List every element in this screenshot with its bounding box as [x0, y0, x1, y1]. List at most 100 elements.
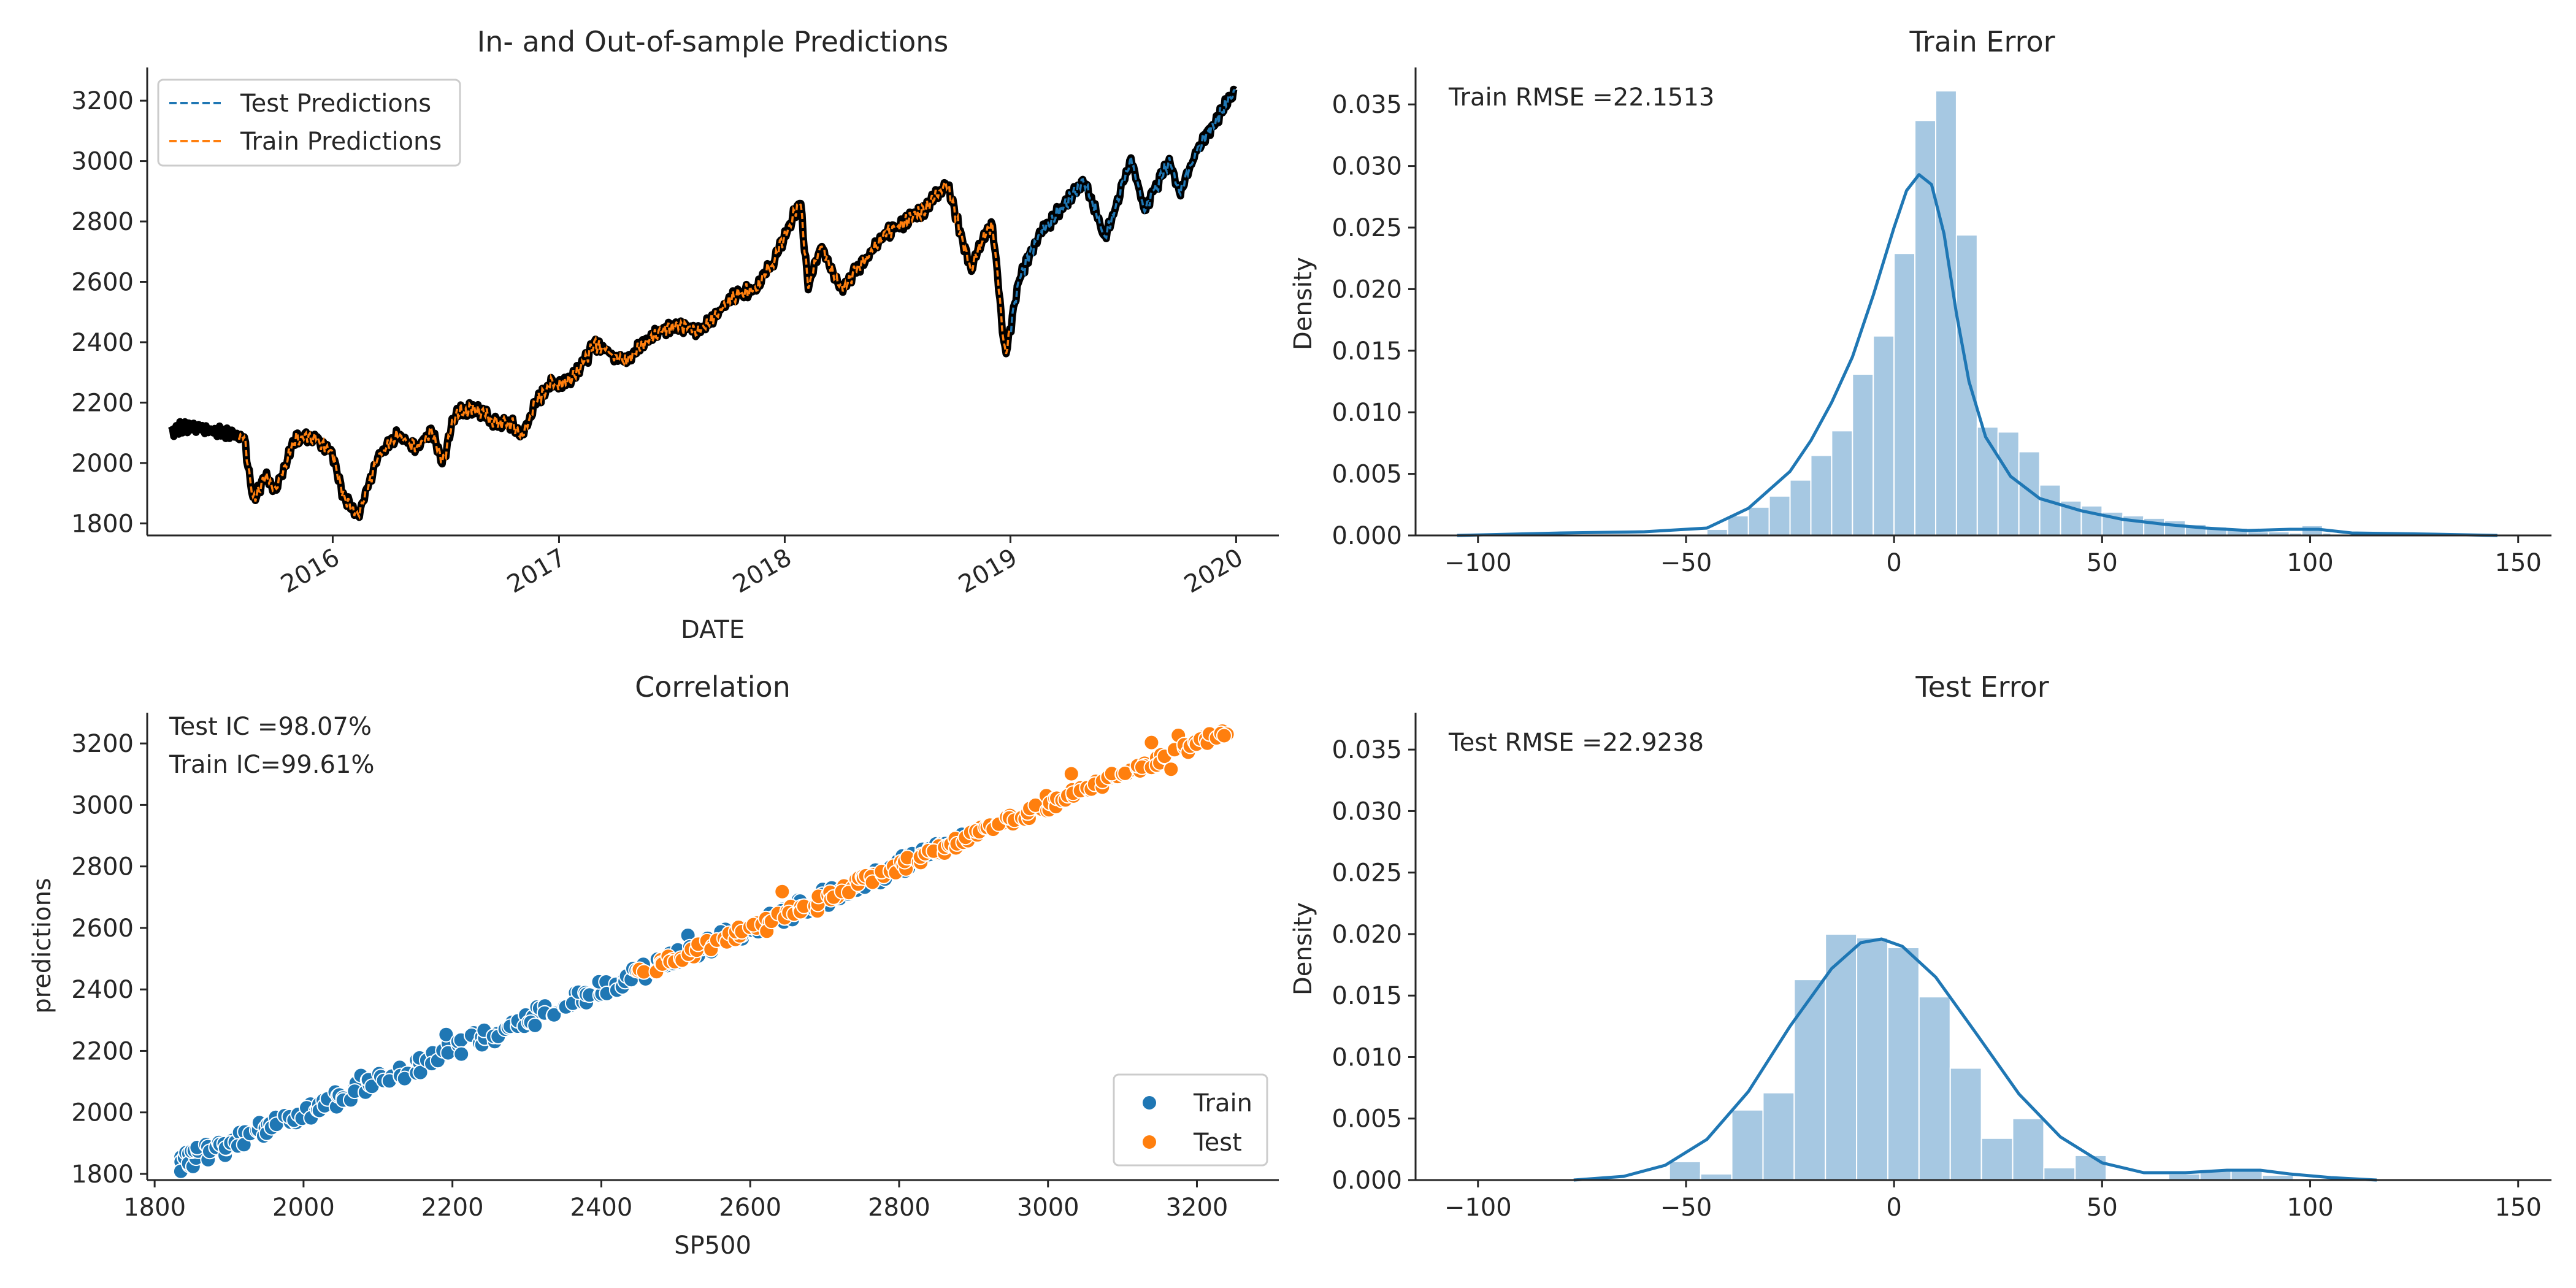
- histogram-bar: [2012, 1117, 2045, 1181]
- x-tick-label: 1800: [123, 1194, 186, 1222]
- x-tick-label: 50: [2087, 1194, 2118, 1222]
- y-tick-label: 3000: [71, 791, 134, 819]
- legend-marker-train: [1143, 1096, 1156, 1110]
- y-tick-label: 2600: [71, 269, 134, 297]
- chart-title: Train Error: [1909, 25, 2055, 58]
- histogram-bar: [1955, 234, 1978, 536]
- x-tick-label: 2800: [868, 1194, 930, 1222]
- chart-title: Test Error: [1915, 670, 2049, 703]
- legend-label-train: Train: [1193, 1089, 1252, 1117]
- scatter-point-train: [453, 1046, 470, 1062]
- x-tick-label: 150: [2495, 1194, 2542, 1222]
- legend: Test Predictions Train Predictions: [157, 79, 461, 167]
- y-tick-label: 0.015: [1332, 982, 1402, 1010]
- chart-title: In- and Out-of-sample Predictions: [477, 25, 949, 58]
- test-ic-annotation: Test IC =98.07%: [169, 713, 372, 741]
- legend-frame: [1113, 1073, 1268, 1167]
- x-tick-label: −100: [1444, 549, 1512, 577]
- legend-marker-test: [1143, 1135, 1156, 1149]
- y-tick-label: 0.015: [1332, 337, 1402, 366]
- histogram-bar: [1852, 373, 1874, 536]
- scatter-point-train: [527, 1017, 543, 1033]
- axes: 1800 2000 2200 2400 2600 2800 3000 3200 1800 2000…: [71, 713, 1279, 1222]
- x-tick-label: 2400: [570, 1194, 633, 1222]
- x-tick-label: 0: [1886, 549, 1901, 577]
- x-tick-label: 2017: [502, 543, 570, 599]
- histogram-bar: [1747, 506, 1770, 536]
- y-tick-label: 0.000: [1332, 522, 1402, 550]
- histogram-bar: [1810, 454, 1833, 536]
- histogram-bar: [2168, 1173, 2201, 1181]
- x-tick-label: 2000: [272, 1194, 335, 1222]
- y-tick-label: 0.035: [1332, 91, 1402, 119]
- x-tick-label: 2200: [421, 1194, 484, 1222]
- histogram-bar: [1825, 933, 1858, 1181]
- y-tick-label: 2800: [71, 853, 134, 881]
- x-tick-label: 2600: [719, 1194, 781, 1222]
- y-axis-label: predictions: [28, 878, 56, 1014]
- histogram-bar: [1768, 495, 1791, 537]
- axes: 0.000 0.005 0.010 0.015 0.020 0.025 0.030 0.035…: [1332, 67, 2551, 577]
- y-tick-label: 0.010: [1332, 399, 1402, 427]
- x-tick-label: 2019: [954, 543, 1022, 599]
- histogram-bar: [1727, 515, 1749, 536]
- histogram-bar: [1789, 479, 1812, 536]
- legend-label-train: Train Predictions: [240, 128, 442, 156]
- histogram-bar: [1668, 1160, 1701, 1181]
- x-axis-label: SP500: [674, 1232, 751, 1260]
- y-tick-label: 3000: [71, 148, 134, 176]
- x-tick-label: 2016: [276, 543, 344, 599]
- x-axis-label: DATE: [681, 616, 745, 644]
- scatter-point-train: [412, 1064, 429, 1081]
- y-tick-label: 0.025: [1332, 214, 1402, 242]
- y-axis-label: Density: [1289, 902, 1317, 995]
- y-tick-label: 2200: [71, 1037, 134, 1065]
- axes: 0.000 0.005 0.010 0.015 0.020 0.025 0.030 0.035…: [1332, 713, 2551, 1222]
- histogram-bar: [1831, 430, 1853, 536]
- y-tick-label: 2800: [71, 208, 134, 236]
- x-tick-label: −50: [1660, 1194, 1712, 1222]
- y-tick-label: 1800: [71, 1160, 134, 1189]
- legend-label-test: Test: [1193, 1129, 1242, 1157]
- scatter-point-test: [774, 883, 791, 900]
- y-tick-label: 3200: [71, 730, 134, 758]
- y-tick-label: 0.020: [1332, 275, 1402, 304]
- y-tick-label: 0.035: [1332, 736, 1402, 764]
- scatter-points: [172, 723, 1235, 1179]
- histogram-bar: [2043, 1167, 2076, 1181]
- y-tick-label: 2600: [71, 914, 134, 943]
- x-tick-label: −50: [1660, 549, 1712, 577]
- histogram-bar: [1976, 426, 1999, 536]
- kde-curve: [1573, 937, 2377, 1182]
- train-ic-annotation: Train IC=99.61%: [169, 751, 374, 779]
- panel-train-error: Train Error 0.0000.0050.0100.0150.0200.0…: [1289, 25, 2551, 577]
- y-tick-label: 0.025: [1332, 859, 1402, 887]
- series-line-train-predictions: [238, 181, 1011, 520]
- histogram-bar: [1980, 1137, 2014, 1181]
- y-axis-label: Density: [1289, 257, 1317, 350]
- scatter-point-train: [438, 1026, 454, 1043]
- histogram-bar: [1934, 90, 1957, 536]
- histogram-bar: [1873, 335, 1895, 537]
- histogram-bar: [1893, 253, 1916, 536]
- series-line-test-predictions: [1010, 88, 1236, 332]
- y-tick-label: 3200: [71, 87, 134, 115]
- panel-correlation: Correlation 1800 2000 2200 2400 2600 2800 3000…: [28, 670, 1279, 1260]
- y-tick-label: 2000: [71, 1099, 134, 1127]
- y-tick-label: 2200: [71, 389, 134, 417]
- histogram-bar: [1706, 528, 1728, 536]
- scatter-point-test: [1063, 765, 1079, 782]
- panel-predictions: In- and Out-of-sample Predictions 1800 20…: [71, 25, 1279, 644]
- x-tick-label: 50: [2087, 549, 2118, 577]
- histogram: [1573, 933, 2377, 1182]
- y-tick-label: 2400: [71, 976, 134, 1004]
- x-tick-label: 100: [2287, 549, 2333, 577]
- rmse-annotation: Train RMSE =22.1513: [1448, 83, 1714, 112]
- x-tick-label: 3200: [1166, 1194, 1229, 1222]
- histogram-bar: [1949, 1067, 1982, 1181]
- plot-area: [168, 85, 1238, 521]
- histogram-bar: [1887, 947, 1920, 1181]
- scatter-point-test: [1163, 761, 1179, 778]
- rmse-annotation: Test RMSE =22.9238: [1448, 729, 1704, 757]
- histogram-bar: [2074, 1154, 2107, 1181]
